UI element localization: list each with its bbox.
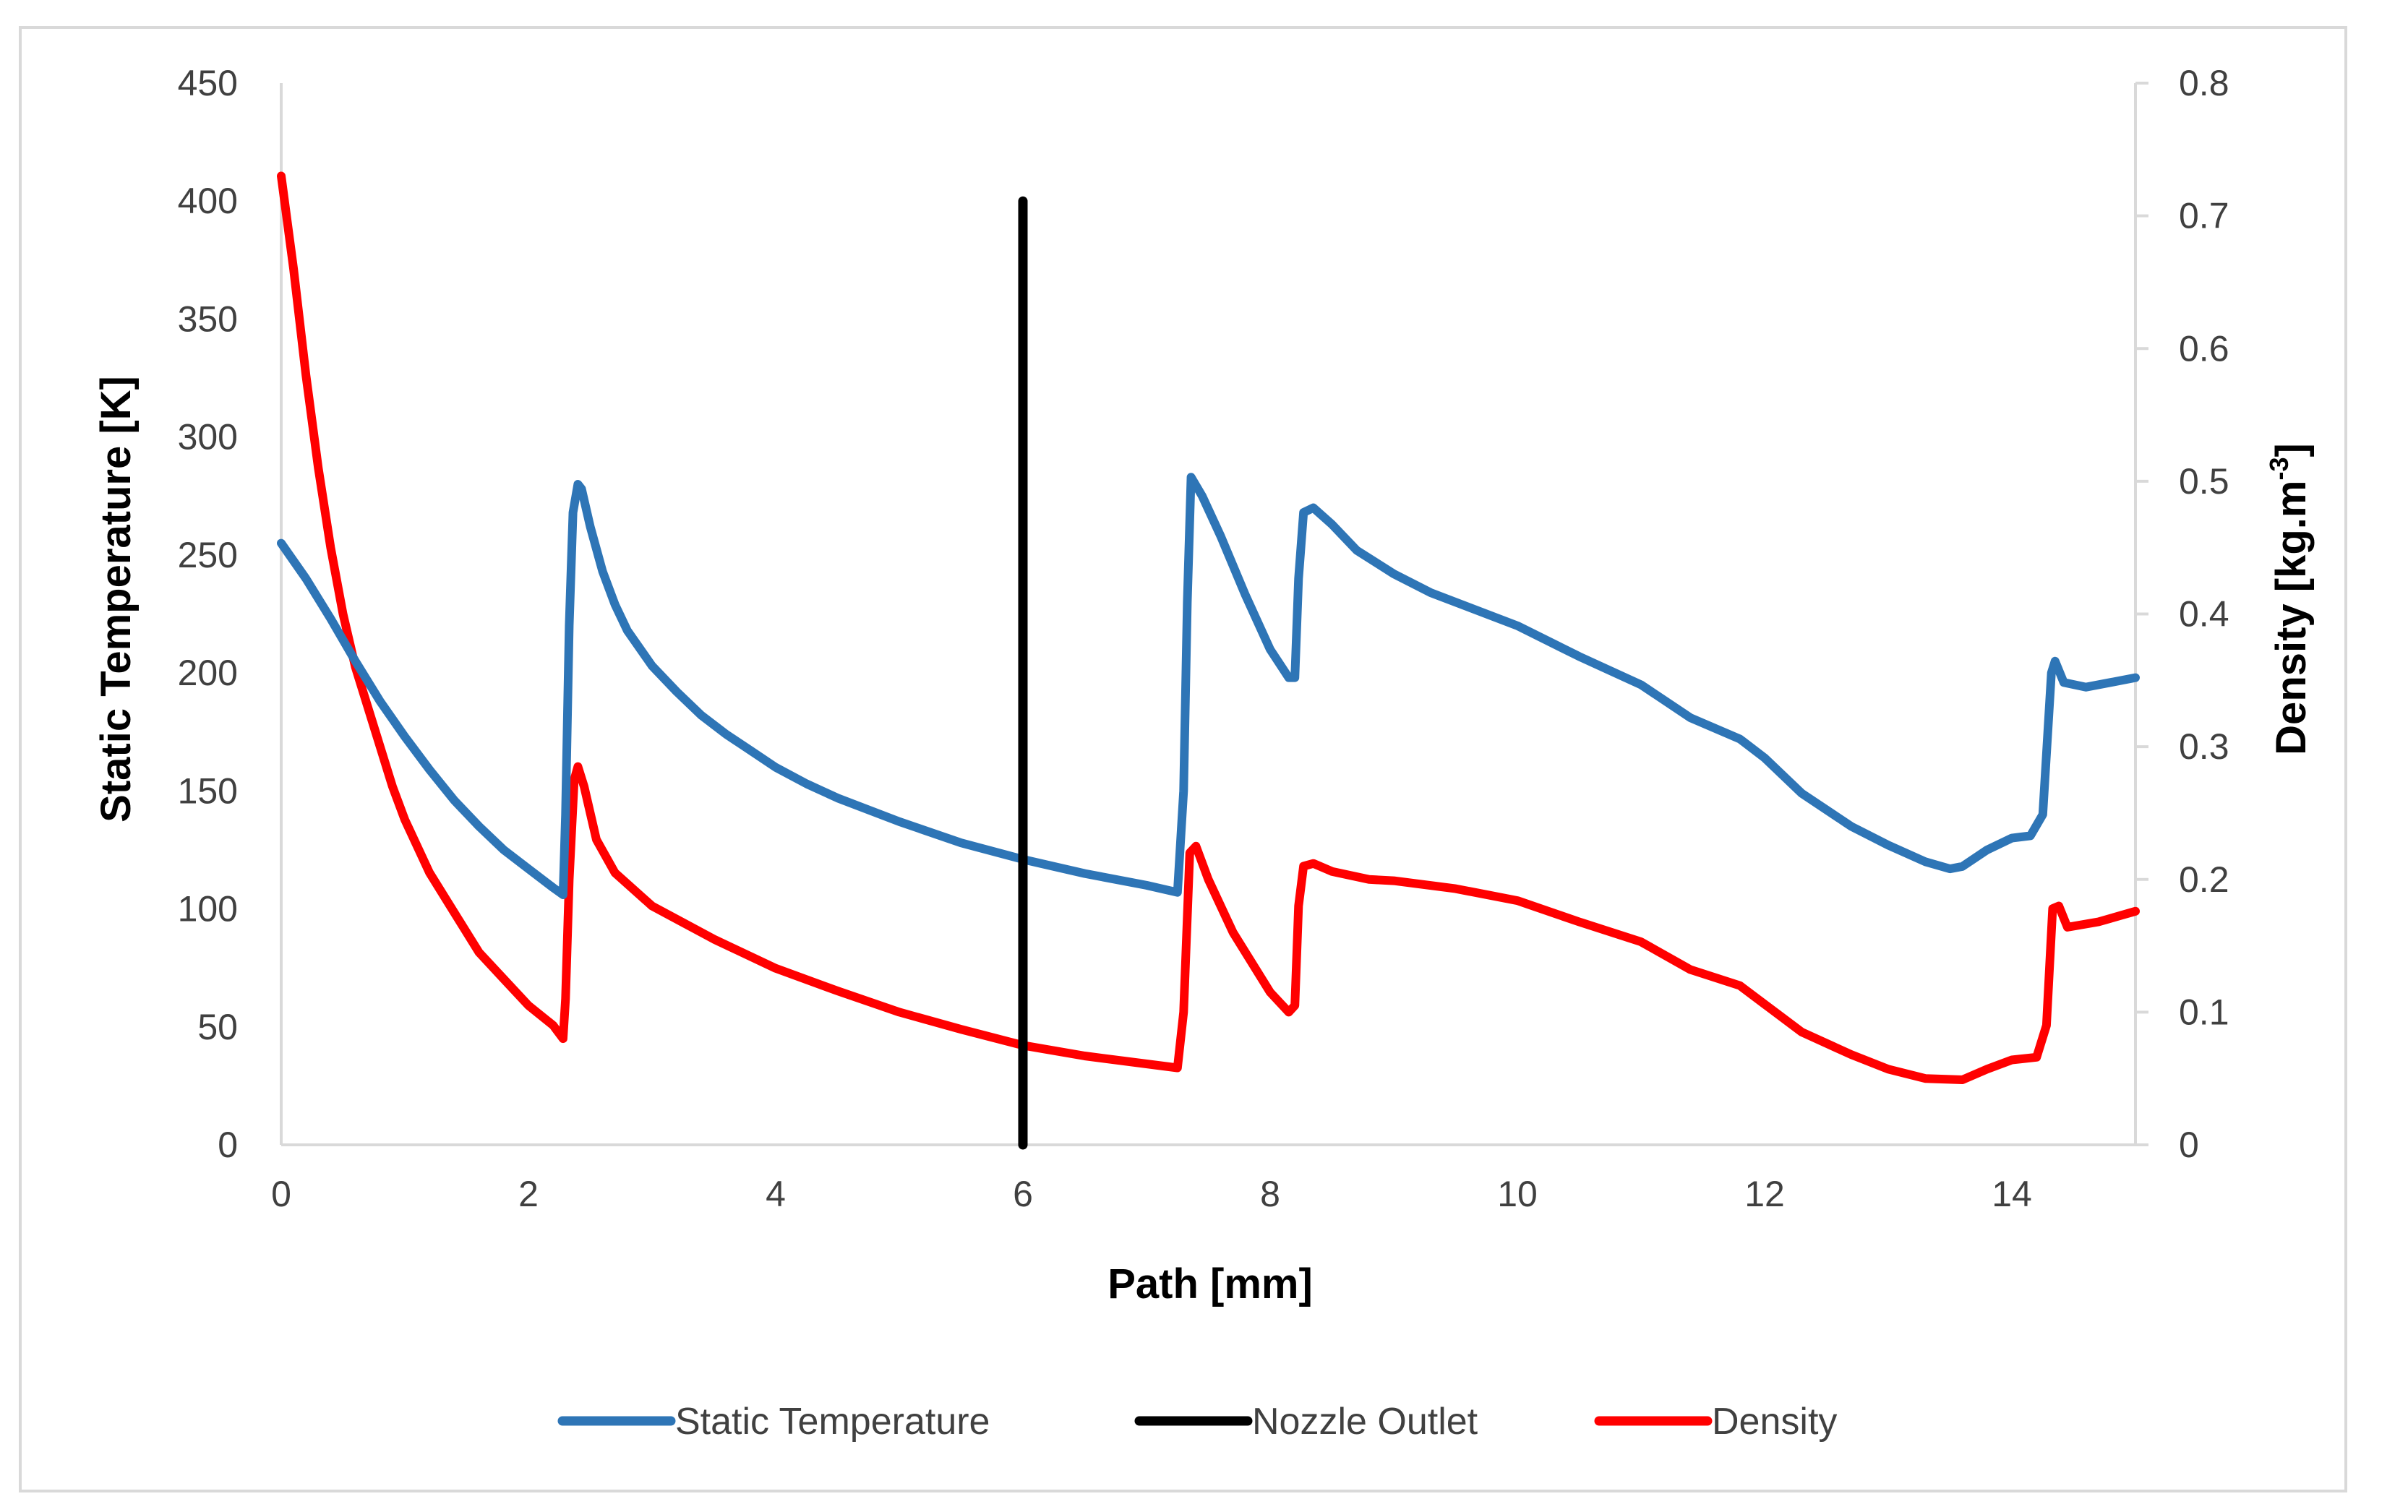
y-right-tick-label: 0.2: [2179, 859, 2229, 900]
y-right-tick-label: 0: [2179, 1125, 2199, 1165]
y-right-tick-label: 0.3: [2179, 726, 2229, 767]
y-left-tick-label: 300: [178, 417, 238, 458]
legend: Static Temperature Nozzle Outlet Density: [557, 1401, 1837, 1443]
y-left-tick-label: 400: [178, 181, 238, 221]
y-left-tick-label: 250: [178, 535, 238, 575]
y-axis-right-title-sup: -3: [2264, 457, 2294, 480]
series-line-density: [277, 171, 2140, 1084]
x-tick-label: 12: [1744, 1174, 1785, 1214]
series-line-static-temperature: [277, 473, 2140, 899]
y-axis-right-title-base: Density [kg.m: [2268, 481, 2315, 755]
axes: [280, 83, 2137, 1146]
legend-label-static-temperature: Static Temperature: [675, 1401, 990, 1443]
x-tick-label: 0: [271, 1174, 291, 1214]
legend-label-nozzle-outlet: Nozzle Outlet: [1252, 1401, 1478, 1443]
y-left-tick-label: 200: [178, 653, 238, 693]
y-left-tick-label: 350: [178, 298, 238, 339]
x-tick-label: 8: [1260, 1174, 1280, 1214]
y-right-tick-label: 0.4: [2179, 594, 2229, 635]
y-axis-right-title-close: ]: [2268, 443, 2315, 457]
series-lines: [277, 171, 2140, 1150]
y-left-tick-label: 100: [178, 889, 238, 929]
y-left-tick-label: 450: [178, 63, 238, 103]
x-axis-title: Path [mm]: [1107, 1260, 1313, 1307]
tick-labels: 0 2 4 6 8 10 12 14 0 50 100 150 200 250 300 350 400 450 0 0…: [178, 63, 2229, 1214]
y-right-tick-label: 0.8: [2179, 63, 2229, 103]
x-tick-label: 6: [1013, 1174, 1033, 1214]
y-right-tick-label: 0.5: [2179, 461, 2229, 502]
x-tick-label: 10: [1497, 1174, 1538, 1214]
y-left-tick-label: 150: [178, 770, 238, 811]
y-axis-right-title: Density [kg.m-3]: [2264, 443, 2315, 755]
y-right-tick-label: 0.6: [2179, 328, 2229, 369]
y-left-tick-label: 0: [218, 1125, 238, 1165]
x-tick-label: 2: [518, 1174, 539, 1214]
y-right-tick-label: 0.7: [2179, 196, 2229, 236]
x-tick-label: 4: [766, 1174, 786, 1214]
y-axis-left-title: Static Temperature [K]: [93, 376, 140, 822]
y-left-tick-label: 50: [197, 1007, 238, 1047]
x-tick-label: 14: [1992, 1174, 2032, 1214]
legend-label-density: Density: [1712, 1401, 1837, 1443]
y-right-tick-label: 0.1: [2179, 992, 2229, 1032]
